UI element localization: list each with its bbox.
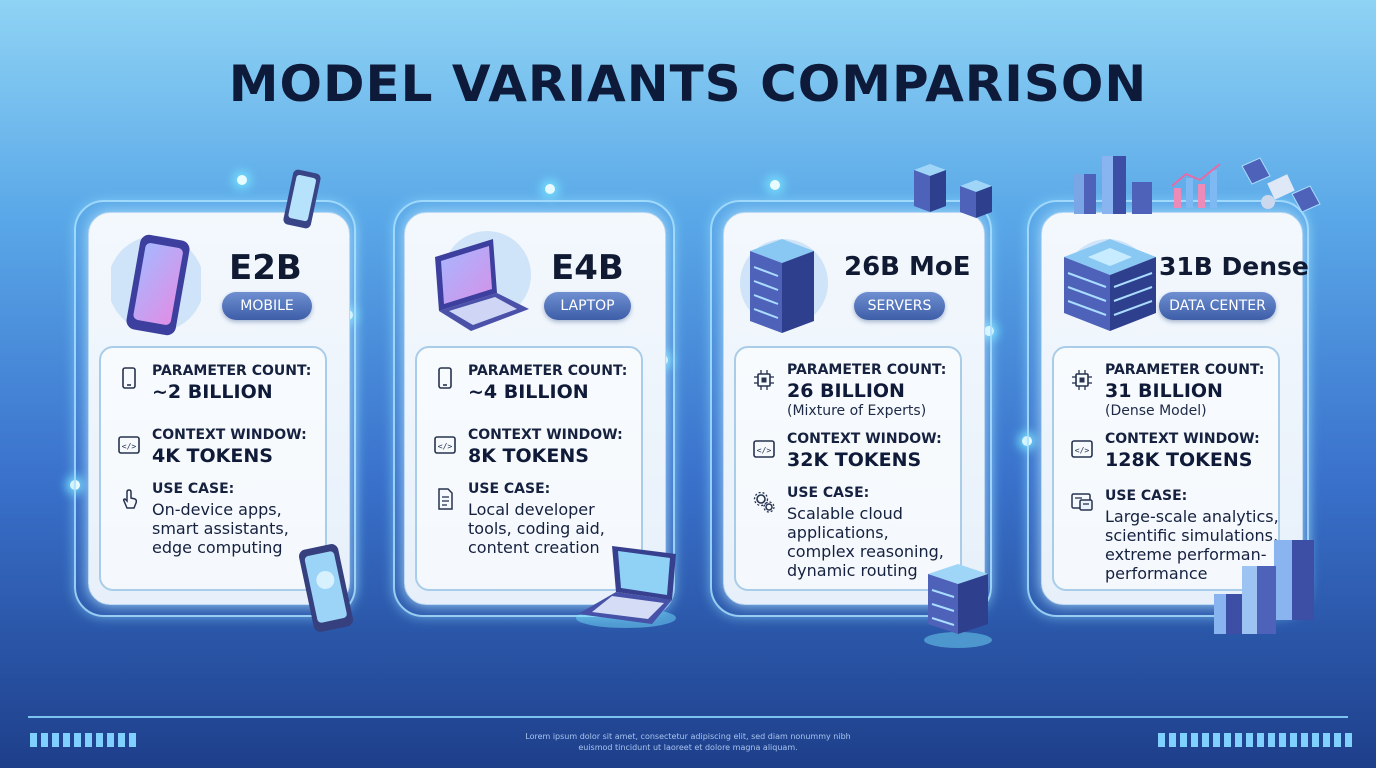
parameter-count-value: 26 BILLION xyxy=(787,380,905,402)
specs-panel: PARAMETER COUNT: 26 BILLION (Mixture of … xyxy=(734,346,962,591)
model-name: E2B xyxy=(229,248,302,288)
parameter-count-label: PARAMETER COUNT: xyxy=(787,362,947,378)
phone-illustration-icon xyxy=(299,544,353,632)
code-window-icon: </> xyxy=(118,436,140,454)
use-case-line: complex reasoning, xyxy=(787,542,944,561)
touch-hand-icon xyxy=(122,489,138,509)
device-badge: DATA CENTER xyxy=(1159,292,1276,320)
device-badge: SERVERS xyxy=(854,292,945,320)
city-buildings-icon xyxy=(1074,156,1152,214)
chip-icon xyxy=(1072,370,1092,390)
use-case-line: content creation xyxy=(468,538,600,557)
model-card-e2b: E2B MOBILE PARAMETER COUNT: ~2 BILLION <… xyxy=(88,212,350,605)
server-stack-icon xyxy=(914,164,992,218)
server-rack-icon xyxy=(740,239,828,333)
use-case-line: Local developer xyxy=(468,500,595,519)
use-case-line: On-device apps, xyxy=(152,500,282,519)
use-case-label: USE CASE: xyxy=(468,481,551,497)
context-window-value: 32K TOKENS xyxy=(787,449,922,471)
parameter-count-label: PARAMETER COUNT: xyxy=(152,363,312,379)
code-window-icon: </> xyxy=(1071,440,1093,458)
use-case-line: Large-scale analytics, xyxy=(1105,507,1279,526)
phone-illustration-icon xyxy=(283,169,321,229)
context-window-value: 8K TOKENS xyxy=(468,445,589,467)
svg-text:</>: </> xyxy=(1075,446,1090,455)
use-case-line: dynamic routing xyxy=(787,561,918,580)
glow-dot xyxy=(984,326,994,336)
footer-divider xyxy=(28,716,1348,718)
model-card-26b-moe: 26B MoE SERVERS PARAMETER COUNT: 26 BILL… xyxy=(723,212,985,605)
parameter-count-value: ~2 BILLION xyxy=(152,381,273,403)
use-case-label: USE CASE: xyxy=(1105,488,1188,504)
laptop-illustration-icon xyxy=(576,546,676,628)
parameter-note: (Dense Model) xyxy=(1105,403,1207,419)
card-outline xyxy=(710,200,992,617)
use-case-line: extreme performan- xyxy=(1105,545,1267,564)
glow-dot xyxy=(545,184,555,194)
model-card-31b-dense: 31B Dense DATA CENTER PARAMETER COUNT: 3… xyxy=(1041,212,1309,605)
glow-dot xyxy=(237,175,247,185)
chip-icon xyxy=(754,370,774,390)
glow-dot xyxy=(770,180,780,190)
use-case-label: USE CASE: xyxy=(787,485,870,501)
model-card-e4b: E4B LAPTOP PARAMETER COUNT: ~4 BILLION <… xyxy=(404,212,666,605)
parameter-note: (Mixture of Experts) xyxy=(787,403,927,419)
use-case-label: USE CASE: xyxy=(152,481,235,497)
use-case-line: scientific simulations, xyxy=(1105,526,1279,545)
card-outline xyxy=(1027,200,1309,617)
specs-panel: PARAMETER COUNT: 31 BILLION (Dense Model… xyxy=(1052,346,1280,591)
context-window-label: CONTEXT WINDOW: xyxy=(1105,431,1260,447)
context-window-label: CONTEXT WINDOW: xyxy=(152,427,307,443)
svg-text:</>: </> xyxy=(122,442,137,451)
code-window-icon: </> xyxy=(434,436,456,454)
specs-panel: PARAMETER COUNT: ~4 BILLION </> CONTEXT … xyxy=(415,346,643,591)
context-window-value: 4K TOKENS xyxy=(152,445,273,467)
document-icon xyxy=(438,488,453,510)
use-case-line: edge computing xyxy=(152,538,283,557)
card-outline xyxy=(74,200,356,617)
data-center-icon xyxy=(1064,239,1156,331)
dashboard-icon xyxy=(1071,493,1093,511)
model-name: 31B Dense xyxy=(1159,252,1309,281)
bar-chart-icon xyxy=(1171,163,1221,208)
context-window-value: 128K TOKENS xyxy=(1105,449,1253,471)
parameter-count-value: 31 BILLION xyxy=(1105,380,1223,402)
parameter-count-value: ~4 BILLION xyxy=(468,381,589,403)
use-case-line: tools, coding aid, xyxy=(468,519,605,538)
context-window-label: CONTEXT WINDOW: xyxy=(787,431,942,447)
specs-panel: PARAMETER COUNT: ~2 BILLION </> CONTEXT … xyxy=(99,346,327,591)
office-buildings-icon xyxy=(1214,540,1314,634)
footer-text: Lorem ipsum dolor sit amet, consectetur … xyxy=(0,731,1376,753)
svg-text:</>: </> xyxy=(757,446,772,455)
phone-outline-icon xyxy=(122,367,136,389)
model-name: 26B MoE xyxy=(844,252,971,282)
parameter-count-label: PARAMETER COUNT: xyxy=(1105,362,1265,378)
phone-outline-icon xyxy=(438,367,452,389)
satellite-icon xyxy=(1241,157,1321,213)
laptop-icon xyxy=(435,231,531,331)
use-case-line: smart assistants, xyxy=(152,519,289,538)
footer-bars-right xyxy=(1158,733,1352,747)
context-window-label: CONTEXT WINDOW: xyxy=(468,427,623,443)
use-case-line: applications, xyxy=(787,523,889,542)
server-stack-icon xyxy=(924,564,992,648)
code-window-icon: </> xyxy=(753,440,775,458)
svg-text:</>: </> xyxy=(438,442,453,451)
parameter-count-label: PARAMETER COUNT: xyxy=(468,363,628,379)
use-case-line: performance xyxy=(1105,564,1208,583)
gears-icon xyxy=(753,491,775,513)
footer-text-line: Lorem ipsum dolor sit amet, consectetur … xyxy=(525,732,851,741)
use-case-line: Scalable cloud xyxy=(787,504,903,523)
footer-bars-left xyxy=(30,733,136,747)
model-name: E4B xyxy=(551,248,624,288)
device-badge: LAPTOP xyxy=(544,292,631,320)
device-badge: MOBILE xyxy=(222,292,312,320)
footer-text-line: euismod tincidunt ut laoreet et dolore m… xyxy=(578,743,798,752)
card-outline xyxy=(393,200,675,617)
page-title: MODEL VARIANTS COMPARISON xyxy=(228,55,1148,113)
smartphone-icon xyxy=(111,234,201,336)
